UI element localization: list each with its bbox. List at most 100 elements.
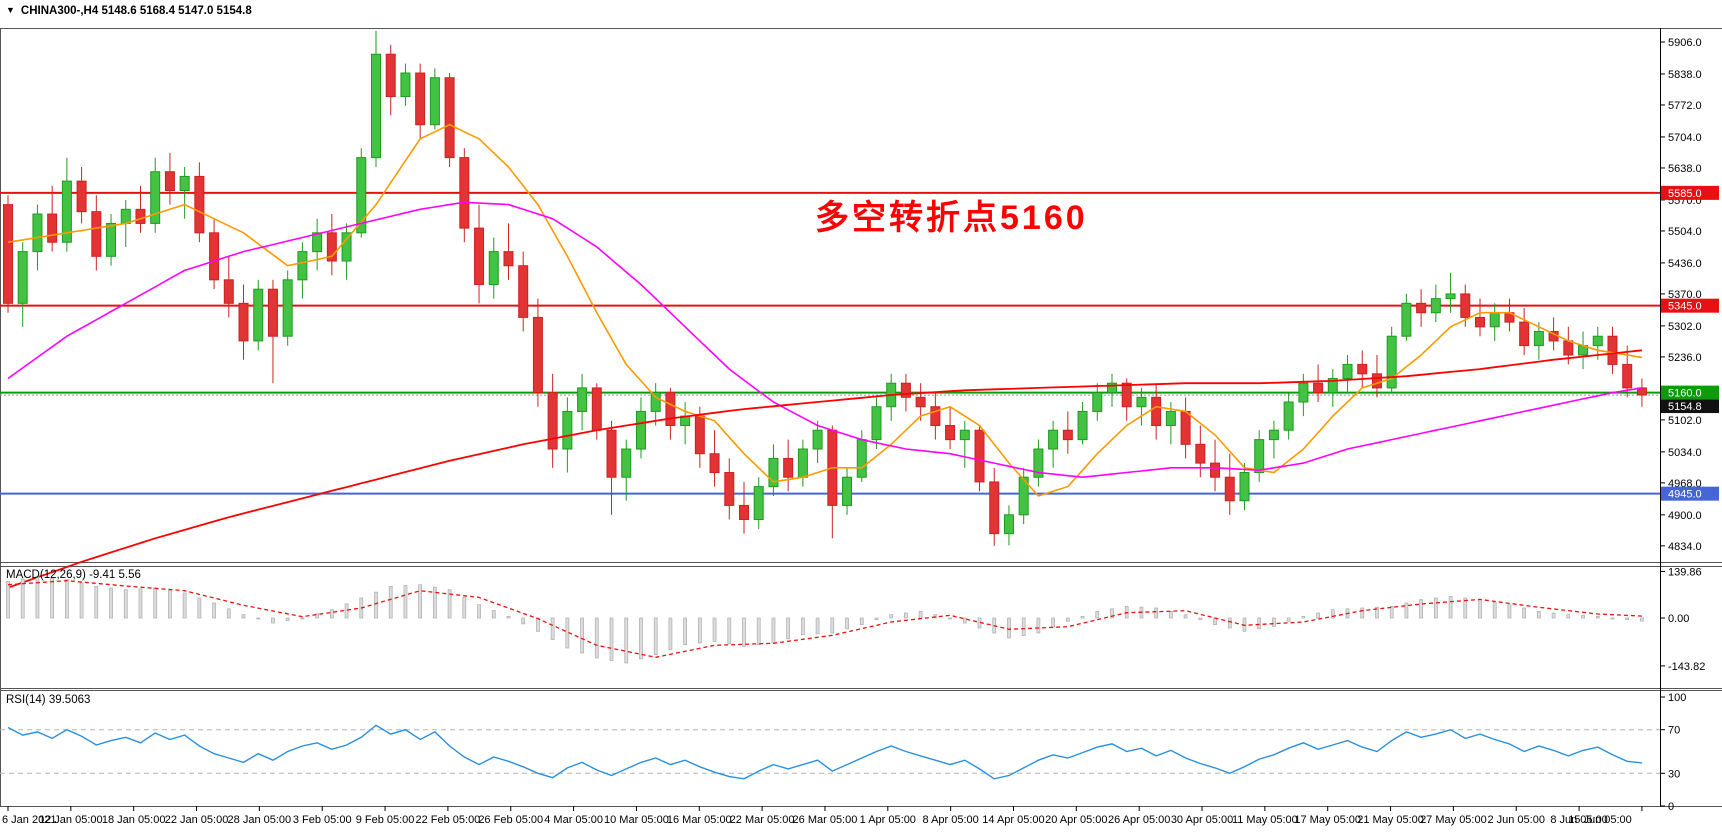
macd-histogram-bar — [1183, 614, 1188, 619]
symbol-quote-text: CHINA300-,H4 5148.6 5168.4 5147.0 5154.8 — [20, 5, 252, 17]
macd-histogram-bar — [433, 586, 437, 619]
price-tick-label: 4834.0 — [1668, 541, 1702, 553]
macd-histogram-bar — [712, 617, 717, 642]
time-tick-label: 14 Apr 05:00 — [982, 814, 1044, 826]
macd-histogram-bar — [35, 576, 40, 619]
macd-histogram-bar — [1566, 614, 1571, 619]
time-tick-label: 6 Jan 2021 — [2, 814, 56, 826]
macd-histogram-bar — [624, 617, 629, 664]
macd-histogram-bar — [226, 608, 231, 619]
rsi-tick-label: 30 — [1668, 768, 1680, 780]
price-tick-label: 5585.0 — [1668, 188, 1702, 200]
macd-histogram-bar — [447, 589, 452, 619]
time-tick-label: 11 May 05:00 — [1232, 814, 1298, 826]
macd-histogram-bar — [521, 617, 526, 625]
macd-histogram-bar — [962, 617, 967, 624]
price-tick-label: 5370.0 — [1668, 289, 1702, 301]
ma-fast-line — [7, 123, 1643, 497]
price-tick-label: 4900.0 — [1668, 510, 1702, 522]
time-tick-label: 4 Mar 05:00 — [544, 814, 603, 826]
macd-histogram-bar — [1640, 617, 1644, 622]
rsi-indicator-label: RSI(14) 39.5063 — [6, 694, 91, 706]
macd-tick-label: 0.00 — [1668, 613, 1689, 625]
macd-histogram-bar — [138, 588, 143, 619]
macd-histogram-bar — [477, 604, 481, 619]
macd-histogram-bar — [94, 585, 99, 619]
macd-histogram-bar — [1257, 617, 1262, 630]
macd-histogram-bar — [536, 617, 540, 632]
time-tick-label: 1 Apr 05:00 — [860, 814, 916, 826]
price-tick-label: 4945.0 — [1668, 489, 1702, 501]
price-axis[interactable]: 5906.05838.05772.05704.05638.05570.05504… — [1660, 37, 1719, 553]
macd-histogram-bar — [1360, 607, 1365, 619]
panel-borders — [0, 28, 1722, 807]
time-tick-label: 8 Apr 05:00 — [923, 814, 979, 826]
macd-tick-label: -143.82 — [1668, 661, 1705, 673]
macd-histogram-bar — [1448, 595, 1453, 619]
symbol-header[interactable]: ▼ CHINA300-,H4 5148.6 5168.4 5147.0 5154.… — [6, 5, 252, 17]
macd-histogram-bar — [1478, 599, 1482, 619]
time-tick-label: 22 Mar 05:00 — [730, 814, 795, 826]
price-tick-label: 5102.0 — [1668, 415, 1702, 427]
rsi-tick-label: 70 — [1668, 725, 1680, 737]
price-tick-label: 5345.0 — [1668, 301, 1702, 313]
rsi-tick-label: 100 — [1668, 692, 1686, 704]
macd-histogram-bar — [65, 579, 69, 619]
macd-histogram-bar — [388, 585, 393, 619]
macd-histogram-bar — [50, 577, 55, 619]
macd-histogram-bar — [918, 610, 923, 619]
time-tick-label: 22 Jan 05:00 — [165, 814, 229, 826]
rsi-line — [7, 724, 1642, 780]
time-tick-label: 28 Jan 05:00 — [228, 814, 292, 826]
macd-histogram-bar — [1154, 607, 1159, 619]
macd-histogram-bar — [653, 617, 658, 656]
macd-histogram-bar — [212, 602, 216, 619]
macd-histogram-bar — [1375, 606, 1379, 619]
macd-histogram-bar — [904, 612, 908, 619]
price-tick-label: 5906.0 — [1668, 37, 1702, 49]
price-tick-label: 5704.0 — [1668, 132, 1702, 144]
time-tick-label: 18 Jan 05:00 — [102, 814, 166, 826]
macd-histogram-bar — [1301, 615, 1306, 619]
macd-histogram-bar — [874, 617, 879, 621]
macd-histogram-bar — [1213, 617, 1217, 626]
ma-mid-line — [7, 201, 1643, 479]
macd-panel[interactable] — [6, 576, 1644, 664]
macd-histogram-bar — [697, 617, 702, 644]
macd-histogram-bar — [344, 603, 349, 619]
macd-histogram-bar — [329, 609, 334, 619]
macd-histogram-bar — [1330, 609, 1335, 619]
macd-histogram-bar — [6, 580, 10, 619]
macd-histogram-bar — [1492, 601, 1497, 619]
macd-histogram-bar — [1625, 617, 1630, 621]
time-tick-label: 26 Mar 05:00 — [793, 814, 858, 826]
price-tick-label: 5236.0 — [1668, 352, 1702, 364]
macd-histogram-bar — [300, 617, 305, 620]
time-tick-label: 26 Apr 05:00 — [1108, 814, 1170, 826]
macd-histogram-bar — [1227, 617, 1232, 629]
macd-histogram-bar — [683, 617, 687, 646]
macd-histogram-bar — [123, 589, 128, 619]
price-tick-label: 5160.0 — [1668, 388, 1702, 400]
price-badge-5160.0 — [1661, 385, 1719, 400]
time-tick-label: 20 Apr 05:00 — [1045, 814, 1107, 826]
price-badge-5154.8 — [1661, 399, 1719, 414]
rsi-panel[interactable] — [0, 724, 1660, 780]
time-tick-label: 12 Jan 05:00 — [39, 814, 103, 826]
macd-histogram-bar — [1286, 617, 1291, 622]
macd-indicator-label: MACD(12,26,9) -9.41 5.56 — [6, 569, 141, 581]
macd-histogram-bar — [580, 617, 584, 654]
macd-histogram-bar — [756, 617, 761, 646]
macd-signal-line — [7, 580, 1642, 658]
macd-histogram-bar — [1507, 604, 1512, 619]
macd-histogram-bar — [815, 617, 820, 635]
annotation-text[interactable]: 多空转折点5160 — [815, 199, 1088, 237]
price-tick-label: 5436.0 — [1668, 258, 1702, 270]
time-tick-label: 16 Mar 05:00 — [667, 814, 732, 826]
time-tick-label: 26 Feb 05:00 — [478, 814, 543, 826]
time-tick-label: 8 Jun 05:00 — [1550, 814, 1608, 826]
macd-histogram-bar — [1419, 599, 1423, 619]
chevron-down-icon[interactable]: ▼ — [6, 5, 15, 15]
